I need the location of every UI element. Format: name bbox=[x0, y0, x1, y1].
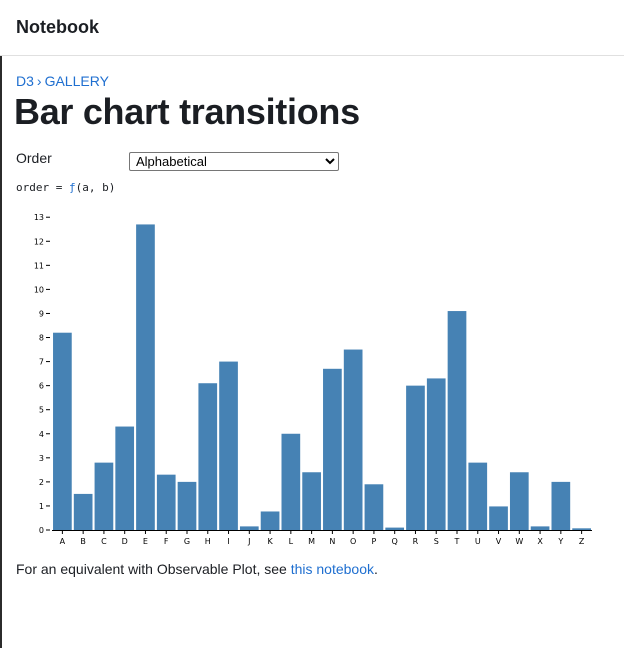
bar-u bbox=[468, 462, 488, 530]
order-code-output: order = ƒ(a, b) bbox=[16, 181, 115, 194]
bar-j bbox=[239, 526, 259, 530]
bar-c bbox=[94, 462, 114, 530]
bar-g bbox=[177, 481, 197, 530]
bar-k bbox=[260, 511, 280, 530]
y-tick-label: 9 bbox=[39, 309, 44, 318]
bar-n bbox=[323, 368, 342, 530]
bar-chart: A B C D E F G H I J K L M N O P Q R S T U V W X Y Z01234567891011… bbox=[34, 213, 592, 546]
bar-a bbox=[53, 332, 72, 530]
footnote: For an equivalent with Observable Plot, … bbox=[16, 561, 378, 577]
footnote-text: For an equivalent with Observable Plot, … bbox=[16, 561, 291, 577]
code-suffix: (a, b) bbox=[75, 181, 116, 194]
bar-i bbox=[219, 361, 238, 530]
y-tick-label: 13 bbox=[34, 213, 44, 222]
x-tick-label: J bbox=[247, 537, 250, 546]
y-tick-label: 12 bbox=[34, 237, 44, 246]
bar-e bbox=[136, 224, 155, 530]
x-tick-label: A bbox=[60, 537, 66, 546]
bar-v bbox=[489, 506, 508, 530]
top-bar: Notebook bbox=[0, 0, 624, 56]
x-tick-label: S bbox=[434, 537, 439, 546]
app-title: Notebook bbox=[16, 17, 99, 37]
bar-s bbox=[426, 378, 446, 530]
notebook-link[interactable]: this notebook bbox=[290, 561, 374, 577]
bar-w bbox=[509, 472, 529, 530]
x-tick-label: P bbox=[372, 537, 377, 546]
x-tick-label: O bbox=[350, 537, 356, 546]
x-tick-label: U bbox=[475, 537, 481, 546]
y-tick-label: 5 bbox=[39, 406, 44, 415]
y-tick-label: 0 bbox=[39, 526, 44, 535]
y-tick-label: 10 bbox=[34, 285, 44, 294]
bar-x bbox=[530, 526, 550, 530]
y-tick-label: 4 bbox=[39, 430, 44, 439]
x-tick-label: D bbox=[122, 537, 128, 546]
x-tick-label: Z bbox=[579, 537, 585, 546]
bar-d bbox=[115, 426, 135, 530]
x-tick-label: E bbox=[143, 537, 148, 546]
x-tick-label: W bbox=[515, 537, 523, 546]
bar-f bbox=[156, 474, 176, 530]
bar-l bbox=[281, 433, 301, 530]
x-tick-label: G bbox=[184, 537, 190, 546]
x-tick-label: Q bbox=[392, 537, 398, 546]
order-select[interactable]: Alphabetical bbox=[129, 152, 339, 171]
bar-q bbox=[385, 527, 405, 530]
y-tick-label: 1 bbox=[39, 502, 44, 511]
x-tick-label: B bbox=[80, 537, 86, 546]
page-title: Bar chart transitions bbox=[14, 91, 360, 132]
bar-h bbox=[198, 383, 218, 530]
x-tick-label: R bbox=[413, 537, 419, 546]
bar-t bbox=[447, 311, 467, 530]
x-tick-label: M bbox=[308, 537, 315, 546]
x-tick-label: I bbox=[227, 537, 229, 546]
bar-o bbox=[343, 349, 363, 530]
function-glyph[interactable]: ƒ bbox=[68, 181, 76, 194]
y-tick-label: 2 bbox=[39, 478, 44, 487]
x-tick-label: N bbox=[329, 537, 335, 546]
y-tick-label: 3 bbox=[39, 454, 44, 463]
breadcrumb-gallery[interactable]: GALLERY bbox=[44, 73, 109, 89]
x-tick-label: K bbox=[267, 537, 273, 546]
breadcrumb: D3 › GALLERY bbox=[16, 73, 109, 89]
x-tick-label: Y bbox=[557, 537, 563, 546]
bar-z bbox=[572, 528, 591, 530]
bar-r bbox=[406, 385, 425, 530]
bar-m bbox=[302, 472, 321, 530]
window-edge bbox=[0, 0, 2, 648]
y-tick-label: 8 bbox=[39, 334, 44, 343]
x-tick-label: C bbox=[101, 537, 107, 546]
order-label: Order bbox=[16, 150, 52, 166]
y-tick-label: 7 bbox=[39, 358, 44, 367]
x-tick-label: T bbox=[454, 537, 460, 546]
bar-y bbox=[551, 481, 571, 530]
bar-p bbox=[364, 484, 384, 530]
bar-b bbox=[73, 493, 93, 530]
footnote-end: . bbox=[374, 561, 378, 577]
x-tick-label: X bbox=[537, 537, 543, 546]
breadcrumb-d3[interactable]: D3 bbox=[16, 73, 34, 89]
x-tick-label: H bbox=[205, 537, 211, 546]
y-tick-label: 11 bbox=[34, 261, 44, 270]
x-tick-label: L bbox=[289, 537, 294, 546]
breadcrumb-separator: › bbox=[36, 73, 42, 89]
y-tick-label: 6 bbox=[39, 382, 44, 391]
x-tick-label: V bbox=[496, 537, 502, 546]
x-tick-label: F bbox=[164, 537, 169, 546]
code-prefix: order = bbox=[16, 181, 69, 194]
